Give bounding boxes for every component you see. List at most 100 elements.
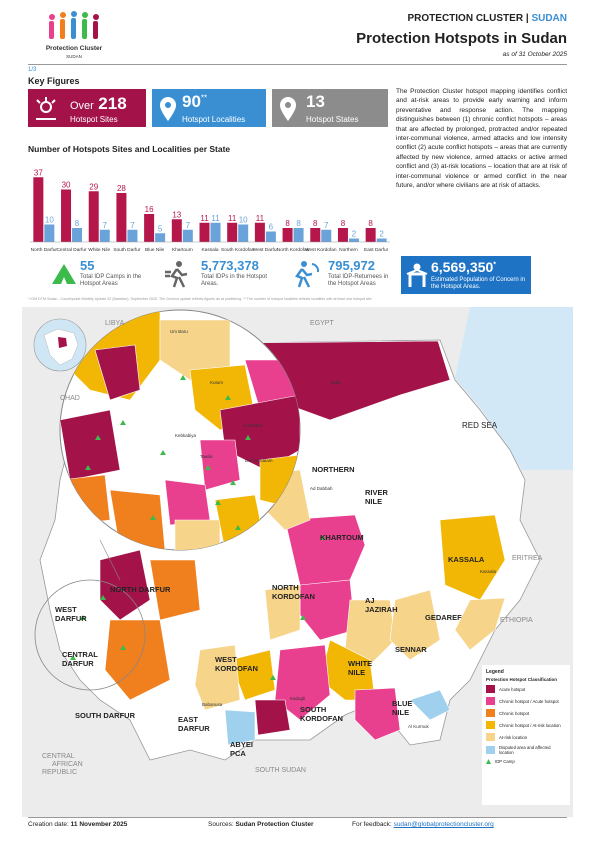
- state-label: CENTRAL DARFUR: [62, 650, 98, 668]
- bar: [227, 222, 238, 242]
- bar-value-label: 8: [296, 219, 301, 228]
- bar-value-label: 8: [285, 219, 290, 228]
- legend-swatch: [486, 685, 495, 693]
- footer-sources: Sources: Sudan Protection Cluster: [208, 821, 313, 828]
- legend-item: Acute hotspot: [486, 685, 566, 693]
- bar: [210, 222, 221, 242]
- idp-camp-icon: [230, 480, 236, 485]
- bar: [116, 193, 127, 242]
- bar: [182, 229, 193, 242]
- locality-label: Kebkabiya: [175, 433, 197, 438]
- x-tick-label: Northern: [339, 247, 358, 253]
- stat-value: 5,773,378: [201, 258, 259, 273]
- state-label: RIVER NILE: [365, 488, 389, 506]
- page-number: 1/3: [28, 67, 37, 73]
- bar-value-label: 10: [45, 216, 54, 225]
- legend-item: Disputed area and affected location: [486, 745, 566, 755]
- locality-label: Ad Dabbah: [310, 486, 333, 491]
- state-label: ABYEI PCA: [230, 740, 253, 758]
- bar: [44, 224, 55, 242]
- idp-camp-icon: [215, 500, 221, 505]
- footer-value: 11 November 2025: [70, 821, 128, 828]
- bar-value-label: 8: [313, 219, 318, 228]
- stat-label: Estimated Population of Concern in the H…: [431, 277, 526, 290]
- bar: [171, 219, 182, 242]
- card-note: **: [200, 93, 208, 103]
- bar-value-label: 10: [239, 216, 248, 225]
- bar: [348, 238, 359, 242]
- bar: [282, 228, 293, 242]
- legend-item: Chronic hotspot: [486, 709, 566, 717]
- header-country: SUDAN: [531, 13, 567, 24]
- stat-label: Total IDP Camps in the Hotspot Areas: [80, 274, 142, 287]
- header-title: Protection Hotspots in Sudan: [356, 30, 567, 47]
- logo-name: Protection Cluster: [46, 45, 103, 52]
- x-tick-label: White Nile: [88, 247, 110, 253]
- bar: [376, 238, 387, 242]
- country-label: EGYPT: [310, 320, 334, 327]
- idp-camp-icon: [270, 675, 276, 680]
- bar-value-label: 8: [75, 219, 80, 228]
- footer-label: Creation date:: [28, 821, 69, 828]
- stat-icon: [406, 263, 428, 287]
- locality-label: Kutum: [210, 380, 223, 385]
- header-separator: |: [525, 13, 529, 24]
- bar: [33, 177, 44, 242]
- state-label: WEST KORDOFAN: [215, 655, 258, 673]
- x-tick-label: North Kordofan: [277, 247, 310, 253]
- idp-camp-icon: [120, 420, 126, 425]
- bar-value-label: 11: [228, 214, 237, 223]
- stat-icon: [52, 264, 76, 284]
- key-figures-title: Key Figures: [28, 76, 80, 86]
- legend-label: Acute hotspot: [499, 686, 526, 692]
- bar-value-label: 37: [34, 168, 43, 177]
- x-tick-label: West Kordofan: [305, 247, 337, 253]
- sea: [455, 307, 573, 470]
- x-tick-label: Kassala: [201, 247, 218, 253]
- state-label: NORTHERN: [312, 465, 355, 474]
- card-value: 13: [306, 92, 325, 111]
- state-label: AJ JAZIRAH: [365, 596, 398, 614]
- card-icon: [36, 97, 56, 120]
- state-labels: NORTHERN RIVER NILE KHARTOUM KASSALA NORTH DA…: [55, 465, 485, 758]
- bar-value-label: 11: [256, 214, 265, 223]
- footer-rule: [28, 817, 567, 818]
- card-icon: [160, 97, 176, 121]
- idp-camp-icon: [85, 465, 91, 470]
- idp-camp-icon: [235, 525, 241, 530]
- legend-items: Acute hotspot Chronic hotspot / Acute hot…: [482, 685, 570, 764]
- bar: [265, 231, 276, 242]
- legend-swatch: [486, 709, 495, 717]
- bar: [254, 222, 265, 242]
- locality-label: Al Fasher: [243, 423, 263, 428]
- stat-note: *: [493, 261, 497, 269]
- footer-value: Sudan Protection Cluster: [235, 821, 314, 828]
- state-label: KHARTOUM: [320, 533, 364, 542]
- idp-camp-icon: [120, 645, 126, 650]
- locality-label: Um Baru: [170, 329, 188, 334]
- country-label: ERITREA: [512, 555, 543, 562]
- bar: [310, 228, 321, 242]
- idp-camp-icon: [95, 435, 101, 440]
- state-label: KASSALA: [448, 555, 485, 564]
- bar-value-label: 5: [158, 224, 163, 233]
- bar-value-label: 11: [211, 214, 220, 223]
- footer-link[interactable]: sudan@globalprotectioncluster.org: [393, 821, 494, 828]
- bar-value-label: 6: [269, 223, 274, 232]
- logo-country: SUDAN: [66, 54, 82, 59]
- bar: [321, 229, 332, 242]
- legend-swatch: [486, 721, 495, 729]
- card: 90** Hotspot Localities: [152, 89, 266, 127]
- card-label: Hotspot Sites: [70, 115, 118, 124]
- bar-value-label: 8: [341, 219, 346, 228]
- idp-camp-icon: [320, 535, 326, 540]
- footer-label: Sources:: [208, 821, 234, 828]
- legend-item: Chronic hotspot / At-risk location: [486, 721, 566, 729]
- bar: [365, 228, 376, 242]
- bar-value-label: 30: [62, 181, 71, 190]
- idp-camp-icon: [80, 615, 86, 620]
- country-label: CHAD: [60, 395, 80, 402]
- card: Over 218 Hotspot Sites: [28, 89, 146, 127]
- legend-label: At-risk location: [499, 734, 528, 740]
- bar-value-label: 7: [324, 221, 329, 230]
